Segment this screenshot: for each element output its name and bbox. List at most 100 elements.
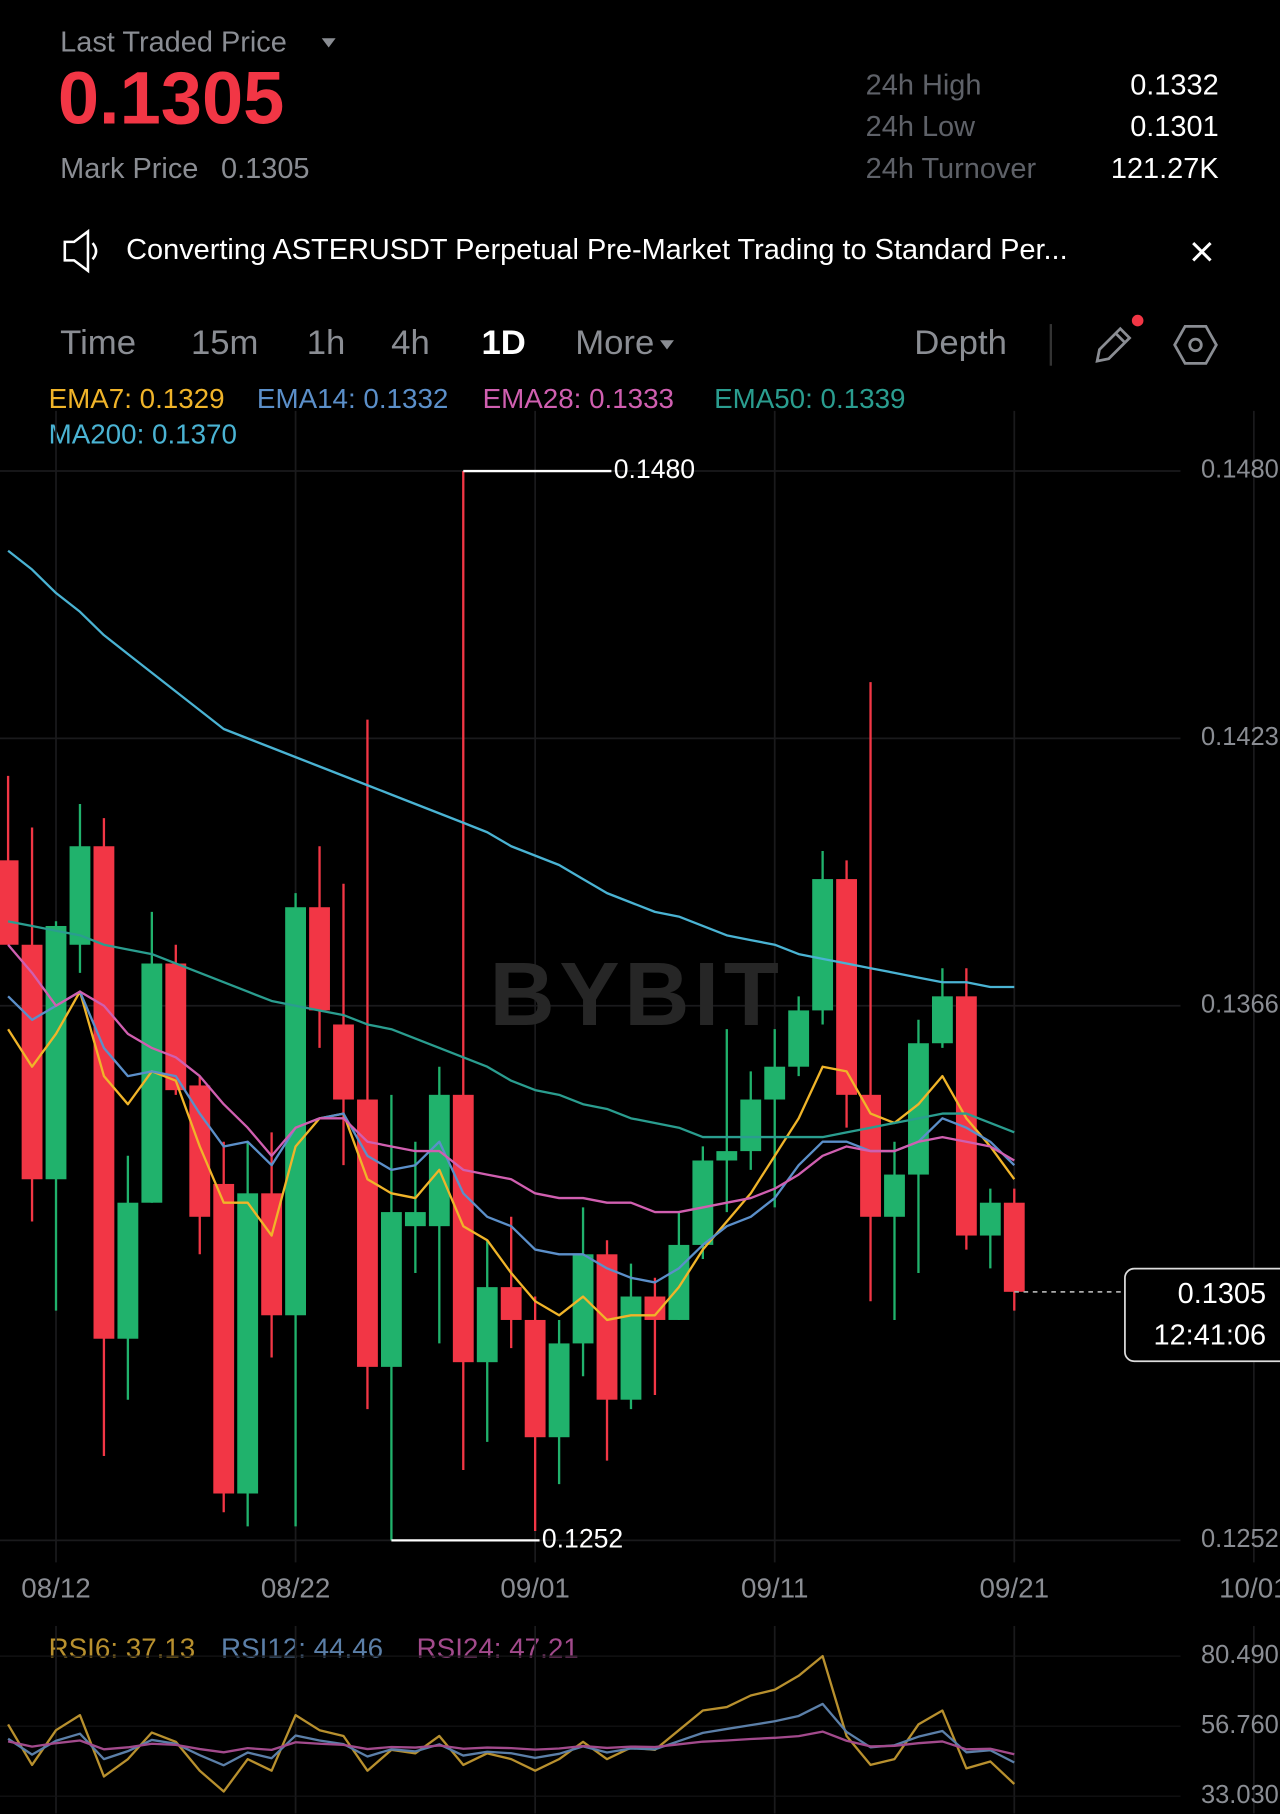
- high-label: 0.1480: [614, 454, 695, 484]
- y-tick-label: 0.1480: [1201, 456, 1279, 484]
- speaker-icon: [63, 228, 98, 274]
- candle-body: [620, 1296, 642, 1400]
- legend-entry: EMA7: 0.1329: [49, 383, 225, 414]
- x-tick-label: 10/01: [1219, 1572, 1280, 1603]
- candle-body: [333, 1024, 354, 1100]
- candle-body: [860, 1094, 881, 1217]
- candle-body: [764, 1066, 786, 1100]
- legend-entry: EMA50: 0.1339: [714, 383, 905, 414]
- stat-value: 121.27K: [1111, 153, 1219, 185]
- draw-tool-icon[interactable]: [1095, 326, 1132, 363]
- candle-body: [21, 944, 43, 1180]
- candle-body: [500, 1287, 522, 1320]
- candle-body: [979, 1202, 1001, 1236]
- candle-body: [141, 963, 163, 1203]
- settings-icon[interactable]: [1173, 324, 1218, 365]
- candle-body: [69, 846, 91, 945]
- stat-value: 0.1301: [1130, 111, 1218, 143]
- y-tick-label: 0.1366: [1201, 990, 1279, 1018]
- legend-entry: EMA14: 0.1332: [257, 383, 448, 414]
- candle-body: [213, 1183, 235, 1494]
- legend-entry: EMA28: 0.1333: [483, 383, 674, 414]
- candle-body: [476, 1287, 498, 1363]
- tab[interactable]: 1h: [307, 324, 346, 362]
- tab[interactable]: Time: [60, 324, 136, 362]
- candle-body: [165, 963, 187, 1091]
- legend-entry: MA200: 0.1370: [49, 419, 237, 450]
- candle-body: [692, 1160, 714, 1245]
- tab[interactable]: More: [575, 324, 654, 362]
- x-tick-label: 08/22: [261, 1572, 330, 1603]
- candle-body: [644, 1296, 666, 1320]
- price-title: Last Traded Price: [60, 27, 287, 59]
- x-tick-label: 09/21: [980, 1572, 1049, 1603]
- depth-tab[interactable]: Depth: [914, 324, 1007, 362]
- candle-body: [716, 1151, 738, 1161]
- close-icon[interactable]: [1192, 241, 1212, 262]
- candle-body: [0, 860, 19, 945]
- candle-body: [955, 996, 977, 1236]
- last-price-label: 0.1305: [1178, 1278, 1266, 1310]
- candle-body: [884, 1174, 905, 1217]
- y-tick-label: 0.1252: [1201, 1525, 1279, 1553]
- candle-body: [357, 1099, 378, 1367]
- candle-body: [285, 907, 306, 1316]
- candle-body: [261, 1193, 283, 1316]
- candle-body: [45, 925, 67, 1180]
- candle-body: [524, 1319, 546, 1438]
- candle-body: [740, 1099, 762, 1152]
- indicator-line: [7, 920, 1015, 1139]
- x-tick-label: 09/01: [500, 1572, 569, 1603]
- timeframe-tabs: Time 15m 1h 4h 1D More: [60, 324, 674, 362]
- candle-body: [788, 1010, 810, 1067]
- announcement-text[interactable]: Converting ASTERUSDT Perpetual Pre-Marke…: [126, 234, 1067, 266]
- candle-body: [189, 1085, 211, 1217]
- legend-entry: RSI24: 47.21: [417, 1633, 579, 1664]
- x-tick-label: 08/12: [21, 1572, 90, 1603]
- low-label: 0.1252: [542, 1523, 623, 1553]
- y-tick-label: 80.490: [1201, 1641, 1279, 1669]
- candle-body: [812, 879, 834, 1011]
- dropdown-arrow[interactable]: [321, 38, 336, 48]
- indicator-line: [7, 990, 1016, 1322]
- stat-label: 24h Turnover: [866, 153, 1037, 185]
- stat-value: 0.1332: [1130, 69, 1218, 101]
- candle-body: [668, 1244, 690, 1320]
- tab[interactable]: 15m: [191, 324, 259, 362]
- last-price-tag: [1124, 1267, 1280, 1363]
- y-tick-label: 33.030: [1201, 1781, 1279, 1809]
- candle-body: [117, 1202, 139, 1339]
- indicator-line: [7, 943, 1015, 1214]
- countdown: 12:41:06: [1154, 1320, 1267, 1352]
- mark-price: 0.1305: [221, 153, 309, 185]
- notification-dot: [1131, 314, 1144, 327]
- stats: 24h High 0.1332 24h Low 0.1301 24h Turnover 1…: [866, 69, 1219, 184]
- indicator-line: [7, 1730, 1015, 1756]
- watermark: BYBIT: [490, 944, 784, 1045]
- candle-body: [1003, 1202, 1025, 1292]
- candle-body: [237, 1193, 259, 1494]
- candle-body: [572, 1254, 594, 1344]
- candle-body: [452, 1094, 474, 1363]
- chart: 08/12 08/22 09/01 09/11 09/21 10/01 0.1480 0.14…: [0, 410, 1280, 1814]
- legend-entry: RSI6: 37.13: [49, 1633, 196, 1664]
- x-tick-label: 09/11: [741, 1572, 808, 1603]
- candle-body: [309, 907, 330, 1011]
- y-tick-label: 56.760: [1201, 1711, 1279, 1739]
- candle-body: [548, 1343, 570, 1438]
- indicator-line: [7, 549, 1015, 989]
- last-price: 0.1305: [58, 57, 284, 140]
- candle-body: [836, 879, 857, 1095]
- dropdown-arrow[interactable]: [660, 340, 674, 350]
- indicator-line: [7, 1654, 1016, 1793]
- stat-label: 24h Low: [866, 111, 975, 143]
- candle-body: [93, 846, 115, 1339]
- stat-label: 24h High: [866, 69, 982, 101]
- tab[interactable]: 4h: [391, 324, 430, 362]
- mark-price-label: Mark Price: [60, 153, 198, 185]
- candle-body: [596, 1254, 618, 1400]
- y-tick-label: 0.1423: [1201, 723, 1279, 751]
- tab[interactable]: 1D: [481, 324, 525, 362]
